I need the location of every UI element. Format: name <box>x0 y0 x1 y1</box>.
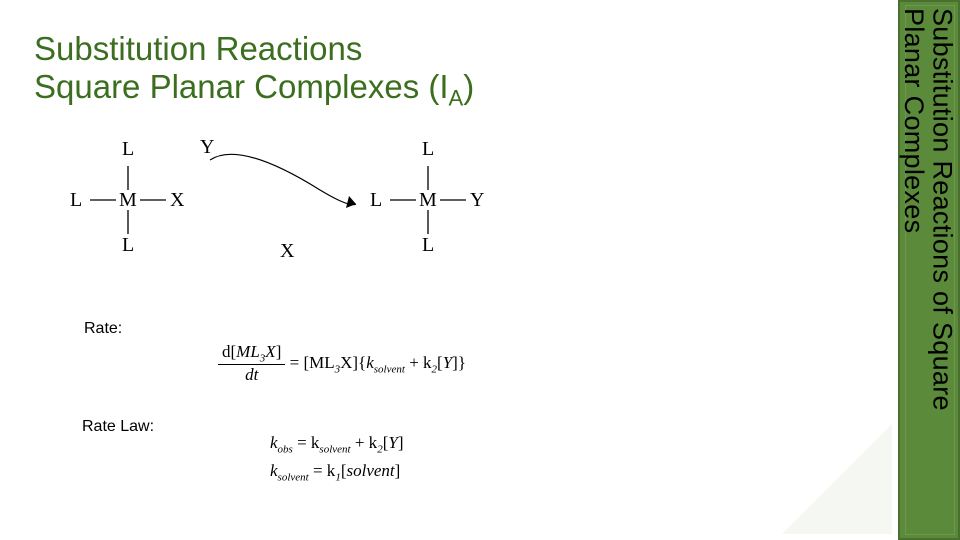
ratelaw-equations: kobs = ksolvent + k2[Y] ksolvent = k1[so… <box>270 430 404 486</box>
rate-rhs-e: + k <box>405 353 432 372</box>
ratelaw-line2: ksolvent = k1[solvent] <box>270 458 404 486</box>
rl2-c: = k <box>309 461 336 480</box>
sidebar-title-l2: Planar Complexes <box>899 8 929 233</box>
left-center-M: M <box>119 189 137 212</box>
right-center-M: M <box>419 189 437 212</box>
reaction-diagram: L L L M X Y X L L L M Y <box>60 130 580 290</box>
rl1-d: solvent <box>319 443 350 455</box>
rl2-b: solvent <box>278 471 309 483</box>
left-top-L: L <box>122 138 134 161</box>
right-bot-L: L <box>422 234 434 257</box>
left-bot-L: L <box>122 234 134 257</box>
corner-decoration <box>782 424 892 534</box>
ratelaw-line1: kobs = ksolvent + k2[Y] <box>270 430 404 458</box>
reaction-svg <box>60 130 580 290</box>
incoming-Y: Y <box>200 136 214 159</box>
title-line2-prefix: Square Planar Complexes (I <box>34 68 449 105</box>
sidebar-title-l1: Substitution Reactions of Square <box>927 8 957 411</box>
right-top-L: L <box>422 138 434 161</box>
leaving-X: X <box>280 240 294 263</box>
ratelaw-label: Rate Law: <box>82 418 154 436</box>
rate-frac-num: d[ML3X] <box>218 342 285 365</box>
rate-rhs: = [ML3X]{ksolvent + k2[Y]} <box>290 353 466 372</box>
rl1-e: + k <box>351 433 378 452</box>
title-line2-sub: A <box>449 86 464 111</box>
rate-equation: d[ML3X] dt = [ML3X]{ksolvent + k2[Y]} <box>218 342 466 385</box>
rate-rhs-a: = [ML <box>290 353 335 372</box>
right-left-L: L <box>370 189 382 212</box>
rate-label: Rate: <box>84 320 122 338</box>
rate-frac-den: dt <box>218 365 285 385</box>
rate-rhs-d: solvent <box>374 363 405 375</box>
rate-fraction: d[ML3X] dt <box>218 342 285 385</box>
left-right-X: X <box>170 189 184 212</box>
rl1-a: k <box>270 433 278 452</box>
left-left-L: L <box>70 189 82 212</box>
sidebar-title-wrap: Substitution Reactions of Square Planar … <box>900 0 956 540</box>
page-title: Substitution Reactions Square Planar Com… <box>34 30 474 111</box>
rl1-b: obs <box>278 443 293 455</box>
sidebar-title: Substitution Reactions of Square Planar … <box>900 0 957 411</box>
rl1-c: = k <box>293 433 320 452</box>
rl2-a: k <box>270 461 278 480</box>
title-line1: Substitution Reactions <box>34 30 362 67</box>
title-line2-suffix: ) <box>463 68 474 105</box>
right-right-Y: Y <box>470 189 484 212</box>
